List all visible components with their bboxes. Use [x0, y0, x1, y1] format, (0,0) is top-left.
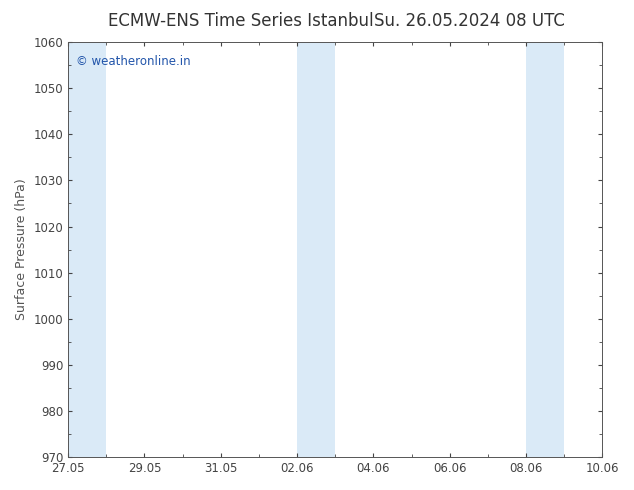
- Text: ECMW-ENS Time Series Istanbul: ECMW-ENS Time Series Istanbul: [108, 12, 373, 30]
- Bar: [526, 42, 564, 457]
- Bar: [297, 42, 335, 457]
- Bar: [68, 42, 107, 457]
- Y-axis label: Surface Pressure (hPa): Surface Pressure (hPa): [15, 179, 28, 320]
- Text: Su. 26.05.2024 08 UTC: Su. 26.05.2024 08 UTC: [373, 12, 565, 30]
- Text: © weatheronline.in: © weatheronline.in: [76, 54, 191, 68]
